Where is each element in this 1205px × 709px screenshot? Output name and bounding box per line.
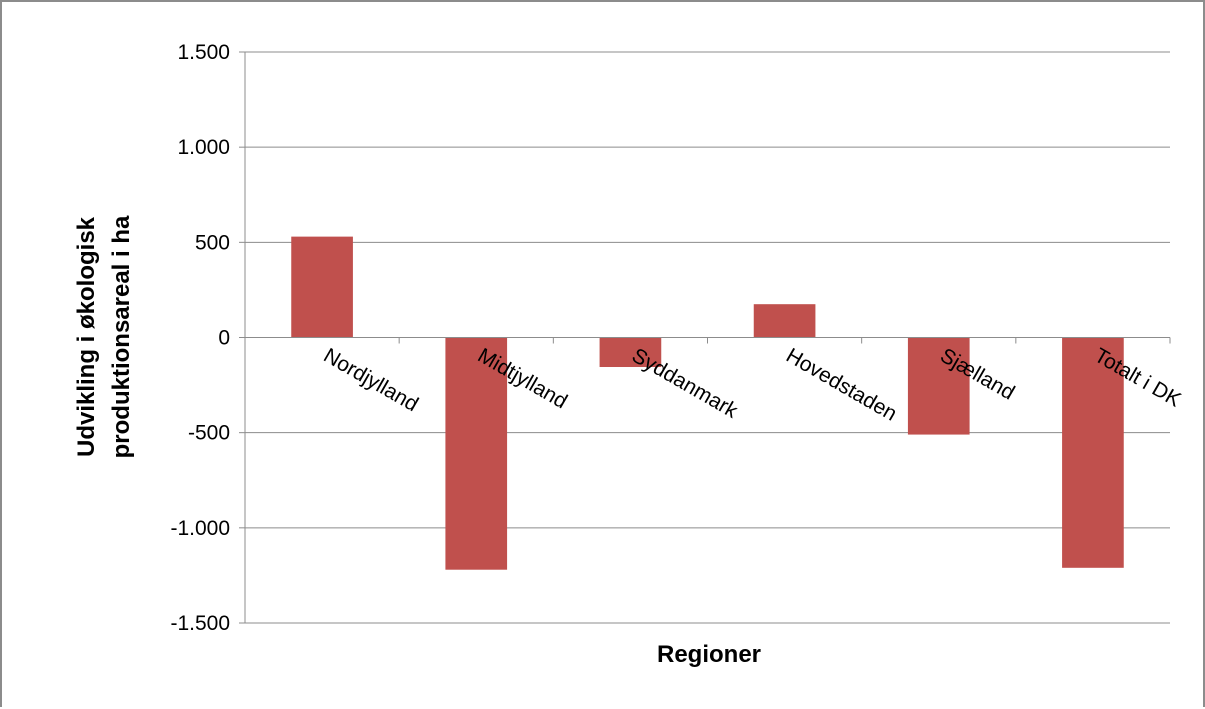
y-tick-label: -1.500 (170, 612, 230, 635)
bar-sjælland (907, 337, 970, 435)
bar-nordjylland (291, 236, 353, 338)
y-tick-label: -500 (188, 422, 230, 445)
category-label: Syddanmark (628, 344, 742, 423)
axes (244, 52, 1171, 623)
y-tick-labels: 1.500 1.000 500 0 -500 -1.000 -1.500 (170, 41, 230, 635)
category-label: Nordjylland (320, 344, 422, 416)
bar-hovedstaden (753, 304, 816, 338)
bar-totalt-i-dk (1062, 337, 1124, 568)
y-axis-title-line-2: produktionsareal i ha (108, 215, 135, 458)
y-tick-label: 0 (218, 327, 230, 350)
category-label: Hovedstaden (782, 344, 901, 426)
y-tick-label: -1.000 (170, 517, 230, 540)
y-tick-label: 1.000 (177, 136, 230, 159)
bars (291, 236, 1124, 570)
x-axis-title: Regioner (657, 641, 761, 668)
y-tick-label: 500 (195, 231, 230, 254)
y-axis-title-line-1: Udvikling i økologisk (73, 216, 100, 457)
bar-syddanmark (599, 337, 662, 368)
y-tick-label: 1.500 (177, 41, 230, 64)
bar-midtjylland (445, 337, 508, 570)
